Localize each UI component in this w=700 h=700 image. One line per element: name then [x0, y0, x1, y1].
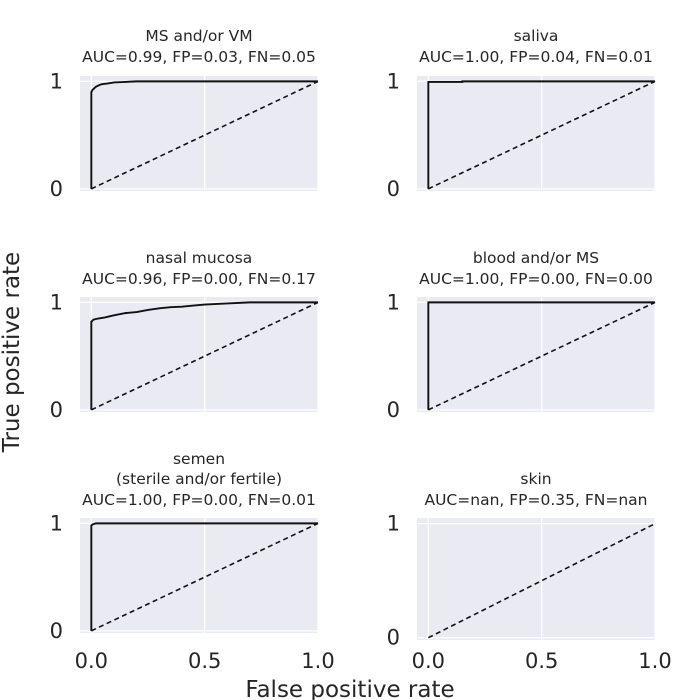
- roc-curve-line: [90, 80, 318, 189]
- panels-group: MS and/or VM AUC=0.99, FP=0.03, FN=0.05 0 1…: [50, 27, 672, 673]
- roc-panel: blood and/or MS AUC=1.00, FP=0.00, FN=0.0…: [387, 249, 656, 422]
- panel-title-line: nasal mucosa: [146, 249, 253, 267]
- plot-area: [417, 76, 655, 191]
- roc-panel: saliva AUC=1.00, FP=0.04, FN=0.01 0 1: [387, 27, 656, 201]
- panel-title-line: saliva: [514, 27, 559, 45]
- roc-curve-line: [90, 301, 318, 410]
- panel-title-line: semen: [173, 450, 225, 468]
- y-tick-label: 0: [50, 619, 63, 643]
- x-tick-label: 1.0: [301, 649, 334, 673]
- y-tick-label: 0: [50, 398, 63, 422]
- panel-title-line: AUC=1.00, FP=0.04, FN=0.01: [419, 48, 653, 66]
- y-tick-label: 0: [50, 177, 63, 201]
- roc-curve-line: [427, 80, 655, 189]
- panel-title-line: MS and/or VM: [145, 27, 252, 45]
- roc-curve-line: [90, 522, 318, 631]
- panel-title-line: blood and/or MS: [473, 249, 599, 267]
- y-tick-label: 0: [387, 177, 400, 201]
- plot-area: [80, 518, 318, 633]
- y-tick-label: 0: [387, 626, 400, 650]
- roc-panel: semen (sterile and/or fertile) AUC=1.00, F…: [50, 450, 335, 673]
- plot-area: [417, 297, 655, 412]
- panel-title-line: AUC=1.00, FP=0.00, FN=0.00: [419, 270, 653, 288]
- x-tick-label: 0.0: [412, 649, 445, 673]
- plot-area: [417, 518, 655, 640]
- roc-curve-line: [427, 301, 655, 410]
- y-tick-label: 1: [387, 69, 400, 93]
- y-tick-label: 1: [50, 69, 63, 93]
- y-tick-label: 0: [387, 398, 400, 422]
- x-tick-label: 1.0: [638, 649, 671, 673]
- y-axis-label: True positive rate: [0, 252, 25, 453]
- y-tick-label: 1: [50, 290, 63, 314]
- plot-area: [80, 297, 318, 412]
- panel-title-line: AUC=nan, FP=0.35, FN=nan: [424, 491, 647, 509]
- y-tick-label: 1: [50, 511, 63, 535]
- panel-title-line: (sterile and/or fertile): [116, 470, 282, 488]
- panel-title-line: AUC=0.99, FP=0.03, FN=0.05: [82, 48, 316, 66]
- y-tick-label: 1: [387, 290, 400, 314]
- roc-panel: MS and/or VM AUC=0.99, FP=0.03, FN=0.05 0 1: [50, 27, 319, 201]
- panel-title-line: AUC=0.96, FP=0.00, FN=0.17: [82, 270, 316, 288]
- y-tick-label: 1: [387, 512, 400, 536]
- x-axis-label: False positive rate: [245, 677, 454, 700]
- panel-title-line: AUC=1.00, FP=0.00, FN=0.01: [82, 491, 316, 509]
- x-tick-label: 0.5: [188, 649, 221, 673]
- plot-area: [80, 76, 318, 191]
- roc-panel: nasal mucosa AUC=0.96, FP=0.00, FN=0.17 0 1: [50, 249, 319, 422]
- panel-title-line: skin: [520, 470, 551, 488]
- x-tick-label: 0.5: [525, 649, 558, 673]
- roc-panel: skin AUC=nan, FP=0.35, FN=nan 0 1 0.0 0.5 1.0: [387, 470, 672, 673]
- x-tick-label: 0.0: [75, 649, 108, 673]
